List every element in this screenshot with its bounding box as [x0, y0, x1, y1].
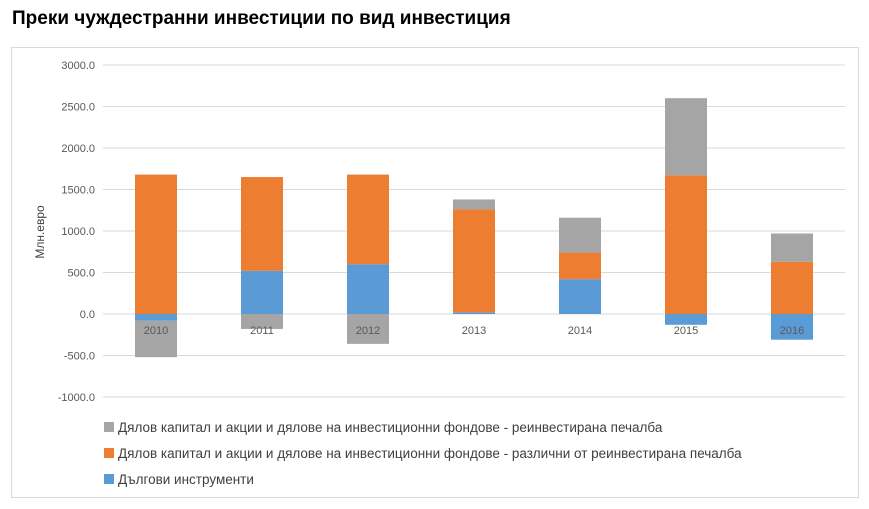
y-tick-label: -500.0 [64, 351, 95, 363]
x-tick-label: 2010 [144, 325, 168, 337]
chart-title: Преки чуждестранни инвестиции по вид инв… [12, 8, 511, 29]
bar-segment [241, 270, 283, 314]
x-tick-label: 2011 [250, 325, 274, 337]
y-tick-label: -1000.0 [58, 392, 95, 404]
legend-swatch [104, 448, 114, 458]
x-tick-label: 2014 [568, 325, 592, 337]
y-tick-label: 1500.0 [61, 185, 95, 197]
bar-segment [771, 233, 813, 262]
bar-segment [347, 314, 389, 344]
bar-segment [559, 252, 601, 280]
bar-segment [453, 312, 495, 314]
bar-segment [665, 314, 707, 325]
bar-segment [453, 209, 495, 313]
bar-segment [559, 217, 601, 253]
y-tick-label: 2500.0 [61, 102, 95, 114]
y-tick-label: 2000.0 [61, 143, 95, 155]
chart-frame [11, 47, 859, 498]
y-axis-ticks: 3000.0 2500.0 2000.0 1500.0 1000.0 500.0 0.0 -5… [58, 60, 95, 404]
bar-segment [347, 174, 389, 265]
x-tick-label: 2015 [674, 325, 698, 337]
bar-segment [665, 98, 707, 176]
legend-swatch [104, 474, 114, 484]
bar-segment [241, 314, 283, 329]
legend-swatch [104, 422, 114, 432]
bar-segment [135, 320, 177, 358]
bar-segment [135, 174, 177, 314]
bar-segment [771, 261, 813, 314]
bar-segment [453, 199, 495, 210]
x-tick-label: 2012 [356, 325, 380, 337]
bars [135, 98, 813, 358]
y-tick-label: 500.0 [67, 268, 95, 280]
y-tick-label: 3000.0 [61, 60, 95, 72]
y-tick-label: 0.0 [80, 309, 95, 321]
legend-label: Дялов капитал и акции и дялове на инвест… [118, 420, 663, 435]
legend-label: Дялов капитал и акции и дялове на инвест… [118, 446, 742, 461]
bar-segment [665, 175, 707, 314]
y-tick-label: 1000.0 [61, 226, 95, 238]
x-tick-label: 2013 [462, 325, 486, 337]
bar-segment [771, 314, 813, 340]
bar-segment [559, 279, 601, 314]
bar-segment [347, 264, 389, 314]
legend-label: Дългови инструменти [118, 472, 254, 487]
legend: Дялов капитал и акции и дялове на инвест… [104, 420, 742, 487]
bar-segment [135, 314, 177, 321]
bar-segment [241, 177, 283, 271]
x-axis-ticks: 2010 2011 2012 2013 2014 2015 2016 [144, 325, 804, 337]
y-axis-label: Млн.евро [33, 205, 47, 259]
x-tick-label: 2016 [780, 325, 804, 337]
